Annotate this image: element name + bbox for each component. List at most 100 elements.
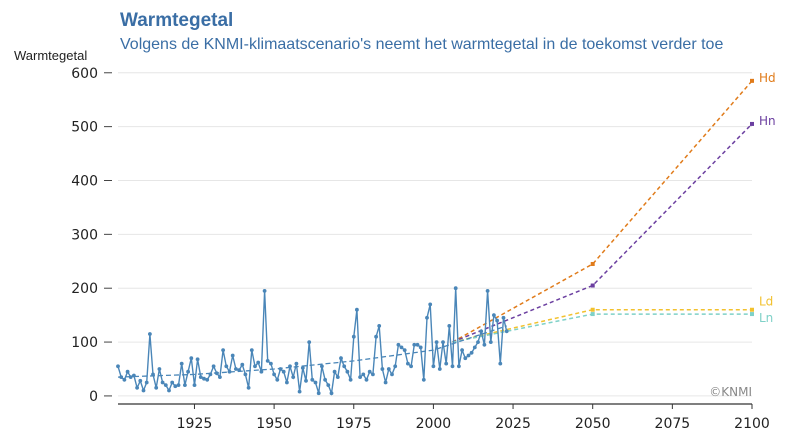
observation-point: [476, 340, 480, 344]
observation-point: [176, 383, 181, 387]
observation-point: [214, 371, 219, 376]
credit-text: ©KNMI: [709, 385, 752, 399]
observation-point: [195, 357, 200, 362]
observation-point: [383, 380, 388, 385]
observation-point: [265, 359, 270, 363]
observation-point: [125, 369, 130, 374]
observation-point: [259, 369, 264, 374]
observation-point: [495, 318, 499, 323]
x-tick-label: 2050: [575, 416, 611, 432]
observation-point: [415, 342, 420, 347]
observation-point: [361, 372, 366, 377]
chart-subtitle: Volgens de KNMI-klimaatscenario's neemt …: [120, 36, 724, 53]
observation-point: [119, 375, 124, 379]
observation-point: [421, 377, 426, 382]
observation-point: [479, 329, 484, 334]
observation-point: [418, 345, 423, 350]
scenario-point: [750, 78, 754, 83]
scenario-labels: Hd Hn Ld Ln: [759, 71, 776, 325]
observation-point: [243, 372, 248, 377]
observation-point: [364, 377, 369, 382]
observation-line: [117, 288, 508, 396]
y-axis-label: Warmtegetal: [14, 48, 88, 63]
observation-point: [288, 364, 292, 369]
observation-point: [227, 369, 232, 374]
observation-point: [294, 361, 299, 366]
observation-point: [498, 361, 503, 366]
observation-point: [310, 377, 315, 382]
observation-point: [386, 367, 391, 371]
observation-point: [469, 350, 474, 355]
observation-point: [240, 362, 245, 367]
x-tick-label: 2075: [655, 416, 691, 432]
x-tick-label: 1950: [256, 416, 292, 432]
scenario-point: [590, 261, 595, 266]
scenario-point: [750, 307, 754, 312]
observation-point: [425, 315, 429, 320]
observation-point: [463, 356, 468, 361]
y-tick-labels: 0 100 200 300 400 500 600: [71, 66, 112, 405]
observation-point: [272, 372, 276, 377]
observation-series: [116, 286, 509, 396]
y-tick-label: 0: [89, 389, 98, 405]
observation-point: [409, 364, 413, 369]
observation-point: [393, 364, 398, 369]
observation-point: [192, 383, 197, 387]
observation-point: [437, 367, 442, 371]
observation-point: [313, 380, 318, 385]
scenario-lines: [452, 78, 754, 343]
observation-point: [285, 380, 289, 385]
grid-lines: [118, 72, 752, 397]
observation-point: [332, 369, 337, 374]
observation-point: [218, 375, 222, 379]
observation-point: [281, 369, 286, 374]
observation-point: [179, 361, 184, 366]
observation-point: [300, 366, 305, 370]
observation-point: [504, 329, 509, 334]
observation-point: [291, 375, 296, 379]
observation-point: [262, 289, 267, 293]
observation-point: [466, 353, 471, 358]
observation-point: [399, 345, 404, 350]
observation-point: [307, 340, 312, 344]
observation-point: [202, 376, 206, 381]
observation-point: [138, 378, 143, 383]
observation-point: [402, 348, 407, 352]
scenario-point: [590, 283, 595, 288]
observation-point: [173, 384, 178, 389]
observation-point: [170, 380, 175, 385]
observation-point: [249, 348, 254, 352]
observation-point: [485, 289, 490, 293]
observation-point: [377, 324, 382, 328]
scenario-line-hd: [452, 80, 753, 343]
observation-point: [246, 385, 251, 390]
observation-point: [167, 388, 171, 393]
observation-point: [450, 364, 455, 369]
observation-point: [224, 364, 229, 369]
observation-point: [501, 315, 506, 320]
x-tick-label: 2000: [416, 416, 452, 432]
observation-point: [230, 353, 235, 358]
observation-point: [390, 372, 394, 377]
observation-point: [253, 364, 257, 369]
observation-point: [186, 369, 191, 374]
observation-point: [351, 334, 356, 339]
observation-point: [453, 286, 458, 291]
observation-point: [358, 375, 362, 379]
observation-point: [151, 372, 155, 377]
x-tick-label: 2100: [734, 416, 770, 432]
observation-point: [431, 364, 436, 369]
x-tick-label: 2025: [495, 416, 531, 432]
x-tick-label: 1925: [177, 416, 213, 432]
observation-point: [335, 375, 340, 379]
observation-point: [208, 372, 213, 377]
observation-point: [342, 364, 347, 369]
observation-point: [323, 377, 327, 382]
scenario-label-ln: Ln: [759, 311, 773, 325]
observation-point: [304, 378, 308, 383]
observation-point: [348, 377, 353, 382]
observation-point: [154, 385, 159, 390]
observation-point: [326, 383, 331, 387]
observation-point: [428, 302, 433, 307]
y-tick-label: 600: [71, 66, 98, 82]
